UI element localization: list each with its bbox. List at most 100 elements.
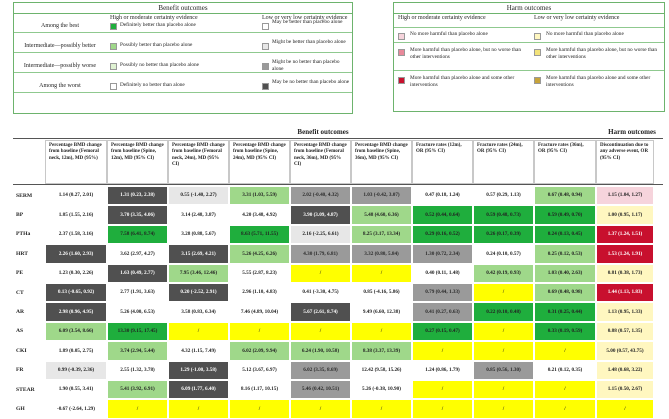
column-header: Percentage BMD change from baseline (Fem… bbox=[290, 140, 351, 184]
benefit-header-low: Low or very low certainty evidence bbox=[262, 15, 348, 21]
row-label: PTHa bbox=[16, 231, 31, 238]
table-cell: 5.46 (0.42, 10.51) bbox=[290, 380, 351, 400]
table-cell: 2.16 (-2.25, 6.61) bbox=[290, 224, 351, 245]
table-cell: 3.74 (2.94, 5.44) bbox=[107, 341, 168, 361]
table-cell: 2.98 (0.96, 4.95) bbox=[45, 302, 107, 322]
table-cell: 3.14 (2.48, 3.87) bbox=[168, 205, 229, 225]
table-cell: 5.12 (3.67, 6.97) bbox=[229, 360, 290, 380]
legend-rank-label: Intermediate—possibly worse bbox=[23, 63, 97, 69]
table-cell: 6.09 (3.54, 8.66) bbox=[45, 321, 107, 342]
table-cell: 12.42 (9.58, 15.26) bbox=[351, 360, 412, 380]
table-cell: 0.25 (0.12, 0.53) bbox=[534, 244, 596, 264]
table-row: AR 2.98 (0.96, 4.95) 5.26 (4.00, 6.53) 3.58… bbox=[13, 302, 663, 322]
table-cell: 0.69 (0.48, 0.98) bbox=[534, 283, 596, 303]
legend-swatch-high bbox=[110, 63, 117, 70]
table-cell: 0.22 (0.10, 0.48) bbox=[473, 302, 534, 322]
row-label: FR bbox=[16, 367, 24, 374]
legend-swatch-low bbox=[262, 83, 269, 90]
harm-header-low: Low or very low certainty evidence bbox=[534, 15, 620, 21]
table-cell: 3.28 (0.88, 5.67) bbox=[168, 224, 229, 245]
table-cell: 2.77 (1.91, 3.63) bbox=[107, 283, 168, 303]
table-cell: 1.90 (0.55, 3.41) bbox=[45, 380, 107, 400]
table-cell: / bbox=[351, 263, 412, 283]
table-cell: 0.40 (0.11, 1.48) bbox=[412, 263, 473, 283]
legend-swatch-high bbox=[110, 23, 117, 30]
table-cell: 5.41 (3.92, 6.91) bbox=[107, 380, 168, 400]
table-cell: 3.90 (3.09, 4.87) bbox=[290, 205, 351, 225]
column-header: Percentage BMD change from baseline (Spi… bbox=[107, 140, 168, 184]
table-cell: / bbox=[168, 399, 229, 419]
table-cell: 0.47 (0.18, 1.24) bbox=[412, 186, 473, 206]
table-cell: 1.24 (0.86, 1.79) bbox=[412, 360, 473, 380]
table-cell: 6.09 (1.77, 6.40) bbox=[168, 380, 229, 400]
table-cell: 1.53 (1.24, 1.91) bbox=[596, 244, 654, 264]
table-cell: 4.20 (3.48, 4.92) bbox=[229, 205, 290, 225]
table-cell: 0.29 (0.16, 0.52) bbox=[412, 224, 473, 245]
table-cell: 6.02 (3.35, 8.69) bbox=[290, 360, 351, 380]
row-label: AS bbox=[16, 328, 24, 335]
column-header: Discontinuation due to any adverse event… bbox=[596, 140, 654, 184]
row-label: CKI bbox=[16, 347, 27, 354]
table-cell: / bbox=[534, 399, 596, 419]
table-cell: 1.03 (-0.42, 3.07) bbox=[351, 186, 412, 206]
table-cell: 0.85 (-4.16, 5.86) bbox=[351, 283, 412, 303]
legend-text-high: Possibly no better than placebo alone bbox=[120, 62, 199, 68]
table-row: SERM 1.14 (0.27, 2.01) 1.31 (0.23, 2.38) 0.… bbox=[13, 186, 663, 206]
table-cell: 8.16 (1.17, 10.15) bbox=[229, 380, 290, 400]
legend-swatch-low bbox=[262, 43, 269, 50]
table-cell: 3.58 (0.83, 6.34) bbox=[168, 302, 229, 322]
column-header: Fracture rates (24m), OR (95% CI) bbox=[473, 140, 534, 184]
harm-swatch-high bbox=[398, 33, 405, 40]
table-cell: 3.31 (1.03, 5.59) bbox=[229, 186, 290, 206]
table-cell: 0.41 (0.27, 0.63) bbox=[412, 302, 473, 322]
benefit-header-high: High or moderate certainty evidence bbox=[110, 15, 198, 21]
table-cell: 2.55 (1.32, 3.78) bbox=[107, 360, 168, 380]
table-cell: 1.48 (0.68, 3.22) bbox=[596, 360, 654, 380]
benefit-legend: Benefit outcomes High or moderate certai… bbox=[13, 2, 353, 114]
row-label: GH bbox=[16, 406, 25, 413]
harm-legend-title: Harm outcomes bbox=[394, 3, 664, 14]
table-cell: 0.31 (0.25, 0.44) bbox=[534, 302, 596, 322]
table-cell: 1.03 (0.40, 2.63) bbox=[534, 263, 596, 283]
table-cell: 5.48 (4.60, 6.36) bbox=[351, 205, 412, 225]
table-cell: / bbox=[290, 321, 351, 342]
table-cell: 2.37 (1.58, 3.16) bbox=[45, 224, 107, 245]
column-header: Percentage BMD change from baseline (Spi… bbox=[351, 140, 412, 184]
table-cell: 0.20 (-2.52, 2.91) bbox=[168, 283, 229, 303]
legend-text-low: Might be no better than placebo alone bbox=[272, 59, 340, 72]
table-cell: 5.26 (4.00, 6.53) bbox=[107, 302, 168, 322]
table-cell: 1.29 (-1.00, 3.58) bbox=[168, 360, 229, 380]
table-cell: / bbox=[473, 341, 534, 361]
table-cell: / bbox=[290, 399, 351, 419]
table-cell: 13.30 (9.15, 17.45) bbox=[107, 321, 168, 342]
column-header: Percentage BMD change from baseline (Spi… bbox=[229, 140, 290, 184]
harm-text-high: No more harmful than placebo alone bbox=[410, 31, 488, 37]
table-cell: 0.33 (0.19, 0.59) bbox=[534, 321, 596, 342]
table-cell: 1.14 (0.27, 2.01) bbox=[45, 186, 107, 206]
table-cell: 6.02 (2.09, 9.94) bbox=[229, 341, 290, 361]
table-cell: / bbox=[229, 321, 290, 342]
row-label: BP bbox=[16, 212, 24, 219]
table-cell: / bbox=[473, 283, 534, 303]
table-cell: / bbox=[534, 341, 596, 361]
table-cell: 0.67 (0.48, 0.94) bbox=[534, 186, 596, 206]
table-cell: 1.00 (0.95, 1.17) bbox=[596, 205, 654, 225]
row-label: STEAR bbox=[16, 386, 35, 393]
table-cell: 0.27 (0.15, 0.47) bbox=[412, 321, 473, 342]
harm-text-high: More harmful than placebo alone, but no … bbox=[410, 47, 522, 60]
table-cell: 1.23 (0.30, 2.26) bbox=[45, 263, 107, 283]
table-cell: 7.46 (4.89, 10.04) bbox=[229, 302, 290, 322]
legend-swatch-high bbox=[110, 43, 117, 50]
table-cell: / bbox=[412, 399, 473, 419]
table-cell: 0.88 (0.57, 1.35) bbox=[596, 321, 654, 342]
table-cell: 1.30 (0.72, 2.34) bbox=[412, 244, 473, 264]
table-cell: 5.67 (2.61, 8.74) bbox=[290, 302, 351, 322]
harm-swatch-high bbox=[398, 77, 405, 84]
table-row: AS 6.09 (3.54, 8.66) 13.30 (9.15, 17.45) / /… bbox=[13, 321, 663, 342]
table-cell: 0.55 (-1.40, 2.27) bbox=[168, 186, 229, 206]
table-cell: 4.30 (1.79, 6.81) bbox=[290, 244, 351, 264]
table-cell: 0.42 (0.19, 0.93) bbox=[473, 263, 534, 283]
table-cell: / bbox=[351, 399, 412, 419]
column-header: Fracture rates (36m), OR (95% CI) bbox=[534, 140, 596, 184]
table-cell: / bbox=[412, 380, 473, 400]
